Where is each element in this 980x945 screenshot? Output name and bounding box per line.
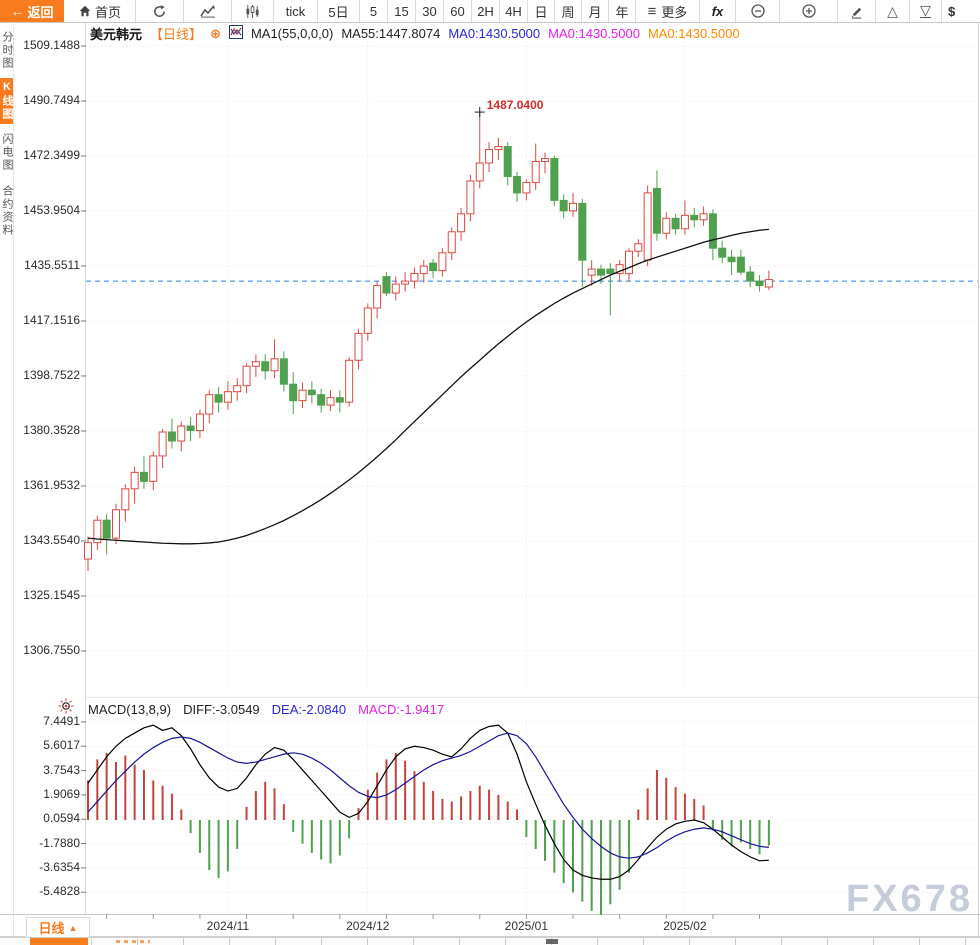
period-15m-label: 15: [394, 3, 409, 19]
candle-chart-icon: [245, 4, 260, 19]
period-30m-button[interactable]: 30: [416, 0, 444, 22]
period-month-label: 月: [588, 4, 602, 20]
pencil-icon: [849, 4, 864, 19]
sidebar-tab-label: 闪电图: [1, 132, 13, 172]
period-selector-label: 日线: [38, 921, 65, 936]
period-60m-label: 60: [450, 3, 465, 19]
line-chart-button[interactable]: [184, 0, 232, 22]
ma55-value: MA55:1447.8074: [341, 26, 441, 41]
macd-dea-value: DEA:-2.0840: [271, 702, 347, 717]
macd-params: MACD(13,8,9): [88, 702, 172, 717]
zoom-in-button[interactable]: [780, 0, 838, 22]
macd-header: MACD(13,8,9) DIFF:-3.0549 DEA:-2.0840 MA…: [88, 702, 444, 717]
ma0-value-3: MA0:1430.5000: [647, 26, 740, 41]
triangle-down-icon: ▽: [920, 2, 931, 18]
sidebar-tab-kline[interactable]: K线图: [0, 78, 13, 124]
ma0-value-2: MA0:1430.5000: [548, 26, 640, 41]
period-30m-label: 30: [422, 3, 437, 19]
indicator-fx-button[interactable]: fx: [700, 0, 736, 22]
back-label: 返回: [27, 4, 54, 20]
refresh-button[interactable]: [136, 0, 184, 22]
macd-diff-value: DIFF:-3.0549: [183, 702, 260, 717]
period-4h-label: 4H: [505, 3, 522, 19]
home-label: 首页: [94, 4, 121, 20]
sidebar-tab-label: 合约资料: [1, 185, 13, 237]
dollar-icon: $: [948, 3, 956, 19]
candle-chart-button[interactable]: [232, 0, 274, 22]
timeline-dots: [116, 940, 150, 943]
toolbar: ← 返回 首页 tick 5日 5 15 30 60 2H 4H 日 周 月 年…: [0, 0, 980, 23]
zoom-out-icon: [750, 3, 766, 19]
ma1-params: MA1(55,0,0,0): [250, 26, 334, 41]
home-button[interactable]: 首页: [64, 0, 136, 22]
back-button[interactable]: ← 返回: [0, 0, 64, 22]
period-2h-label: 2H: [477, 3, 494, 19]
period-2h-button[interactable]: 2H: [472, 0, 500, 22]
draw-button[interactable]: [838, 0, 876, 22]
period-5m-button[interactable]: 5: [360, 0, 388, 22]
ma0-value-1: MA0:1430.5000: [448, 26, 541, 41]
period-day-label: 日: [534, 4, 548, 20]
period-5m-label: 5: [369, 3, 378, 19]
period-year-button[interactable]: 年: [609, 0, 636, 22]
triangle-up-small-icon: ▲: [68, 922, 78, 933]
zoom-out-button[interactable]: [736, 0, 780, 22]
fx-icon: fx: [711, 3, 724, 19]
period-month-button[interactable]: 月: [582, 0, 609, 22]
period-day-button[interactable]: 日: [528, 0, 555, 22]
period-selector[interactable]: 日线 ▲: [26, 917, 90, 938]
timeline-marker: [546, 939, 558, 944]
home-icon: [78, 4, 92, 18]
period-tag: 【日线】: [150, 27, 203, 42]
sidebar-tab-contract-info[interactable]: 合约资料: [0, 180, 13, 242]
period-60m-button[interactable]: 60: [444, 0, 472, 22]
watermark: FX678: [846, 878, 973, 920]
period-tick-button[interactable]: tick: [274, 0, 318, 22]
hamburger-icon: ≡: [647, 2, 657, 20]
more-label: 更多: [661, 4, 688, 20]
triangle-down-button[interactable]: ▽: [910, 0, 942, 22]
triangle-up-icon: △: [887, 2, 898, 19]
period-week-button[interactable]: 周: [555, 0, 582, 22]
period-15m-button[interactable]: 15: [388, 0, 416, 22]
period-5d-label: 5日: [328, 4, 349, 20]
symbol-name: 美元韩元: [90, 27, 143, 42]
mini-timeline[interactable]: [0, 937, 980, 945]
mini-chart-icon[interactable]: [228, 25, 243, 42]
sidebar-tab-timeshare[interactable]: 分时图: [0, 26, 13, 74]
refresh-icon: [152, 4, 167, 19]
chart-header: 美元韩元 【日线】 ⊕ MA1(55,0,0,0) MA55:1447.8074…: [90, 24, 740, 43]
macd-value: MACD:-1.9417: [358, 702, 445, 717]
triangle-up-button[interactable]: △: [876, 0, 910, 22]
zoom-in-icon: [801, 3, 817, 19]
period-4h-button[interactable]: 4H: [500, 0, 528, 22]
back-arrow-icon: ←: [10, 3, 25, 19]
period-5d-button[interactable]: 5日: [318, 0, 360, 22]
sidebar-tab-lightning[interactable]: 闪电图: [0, 128, 13, 176]
add-indicator-icon[interactable]: ⊕: [210, 25, 221, 41]
timeline-selection[interactable]: [30, 938, 88, 945]
period-tick-label: tick: [285, 3, 306, 19]
currency-button[interactable]: $: [942, 0, 980, 22]
more-button[interactable]: ≡ 更多: [636, 0, 700, 22]
sidebar-tab-label: 分时图: [1, 30, 13, 70]
indicator-settings-icon[interactable]: [58, 698, 74, 719]
period-year-label: 年: [615, 4, 629, 20]
line-chart-icon: [199, 4, 216, 18]
sidebar-tab-label: K线图: [1, 81, 13, 121]
period-week-label: 周: [561, 4, 575, 20]
